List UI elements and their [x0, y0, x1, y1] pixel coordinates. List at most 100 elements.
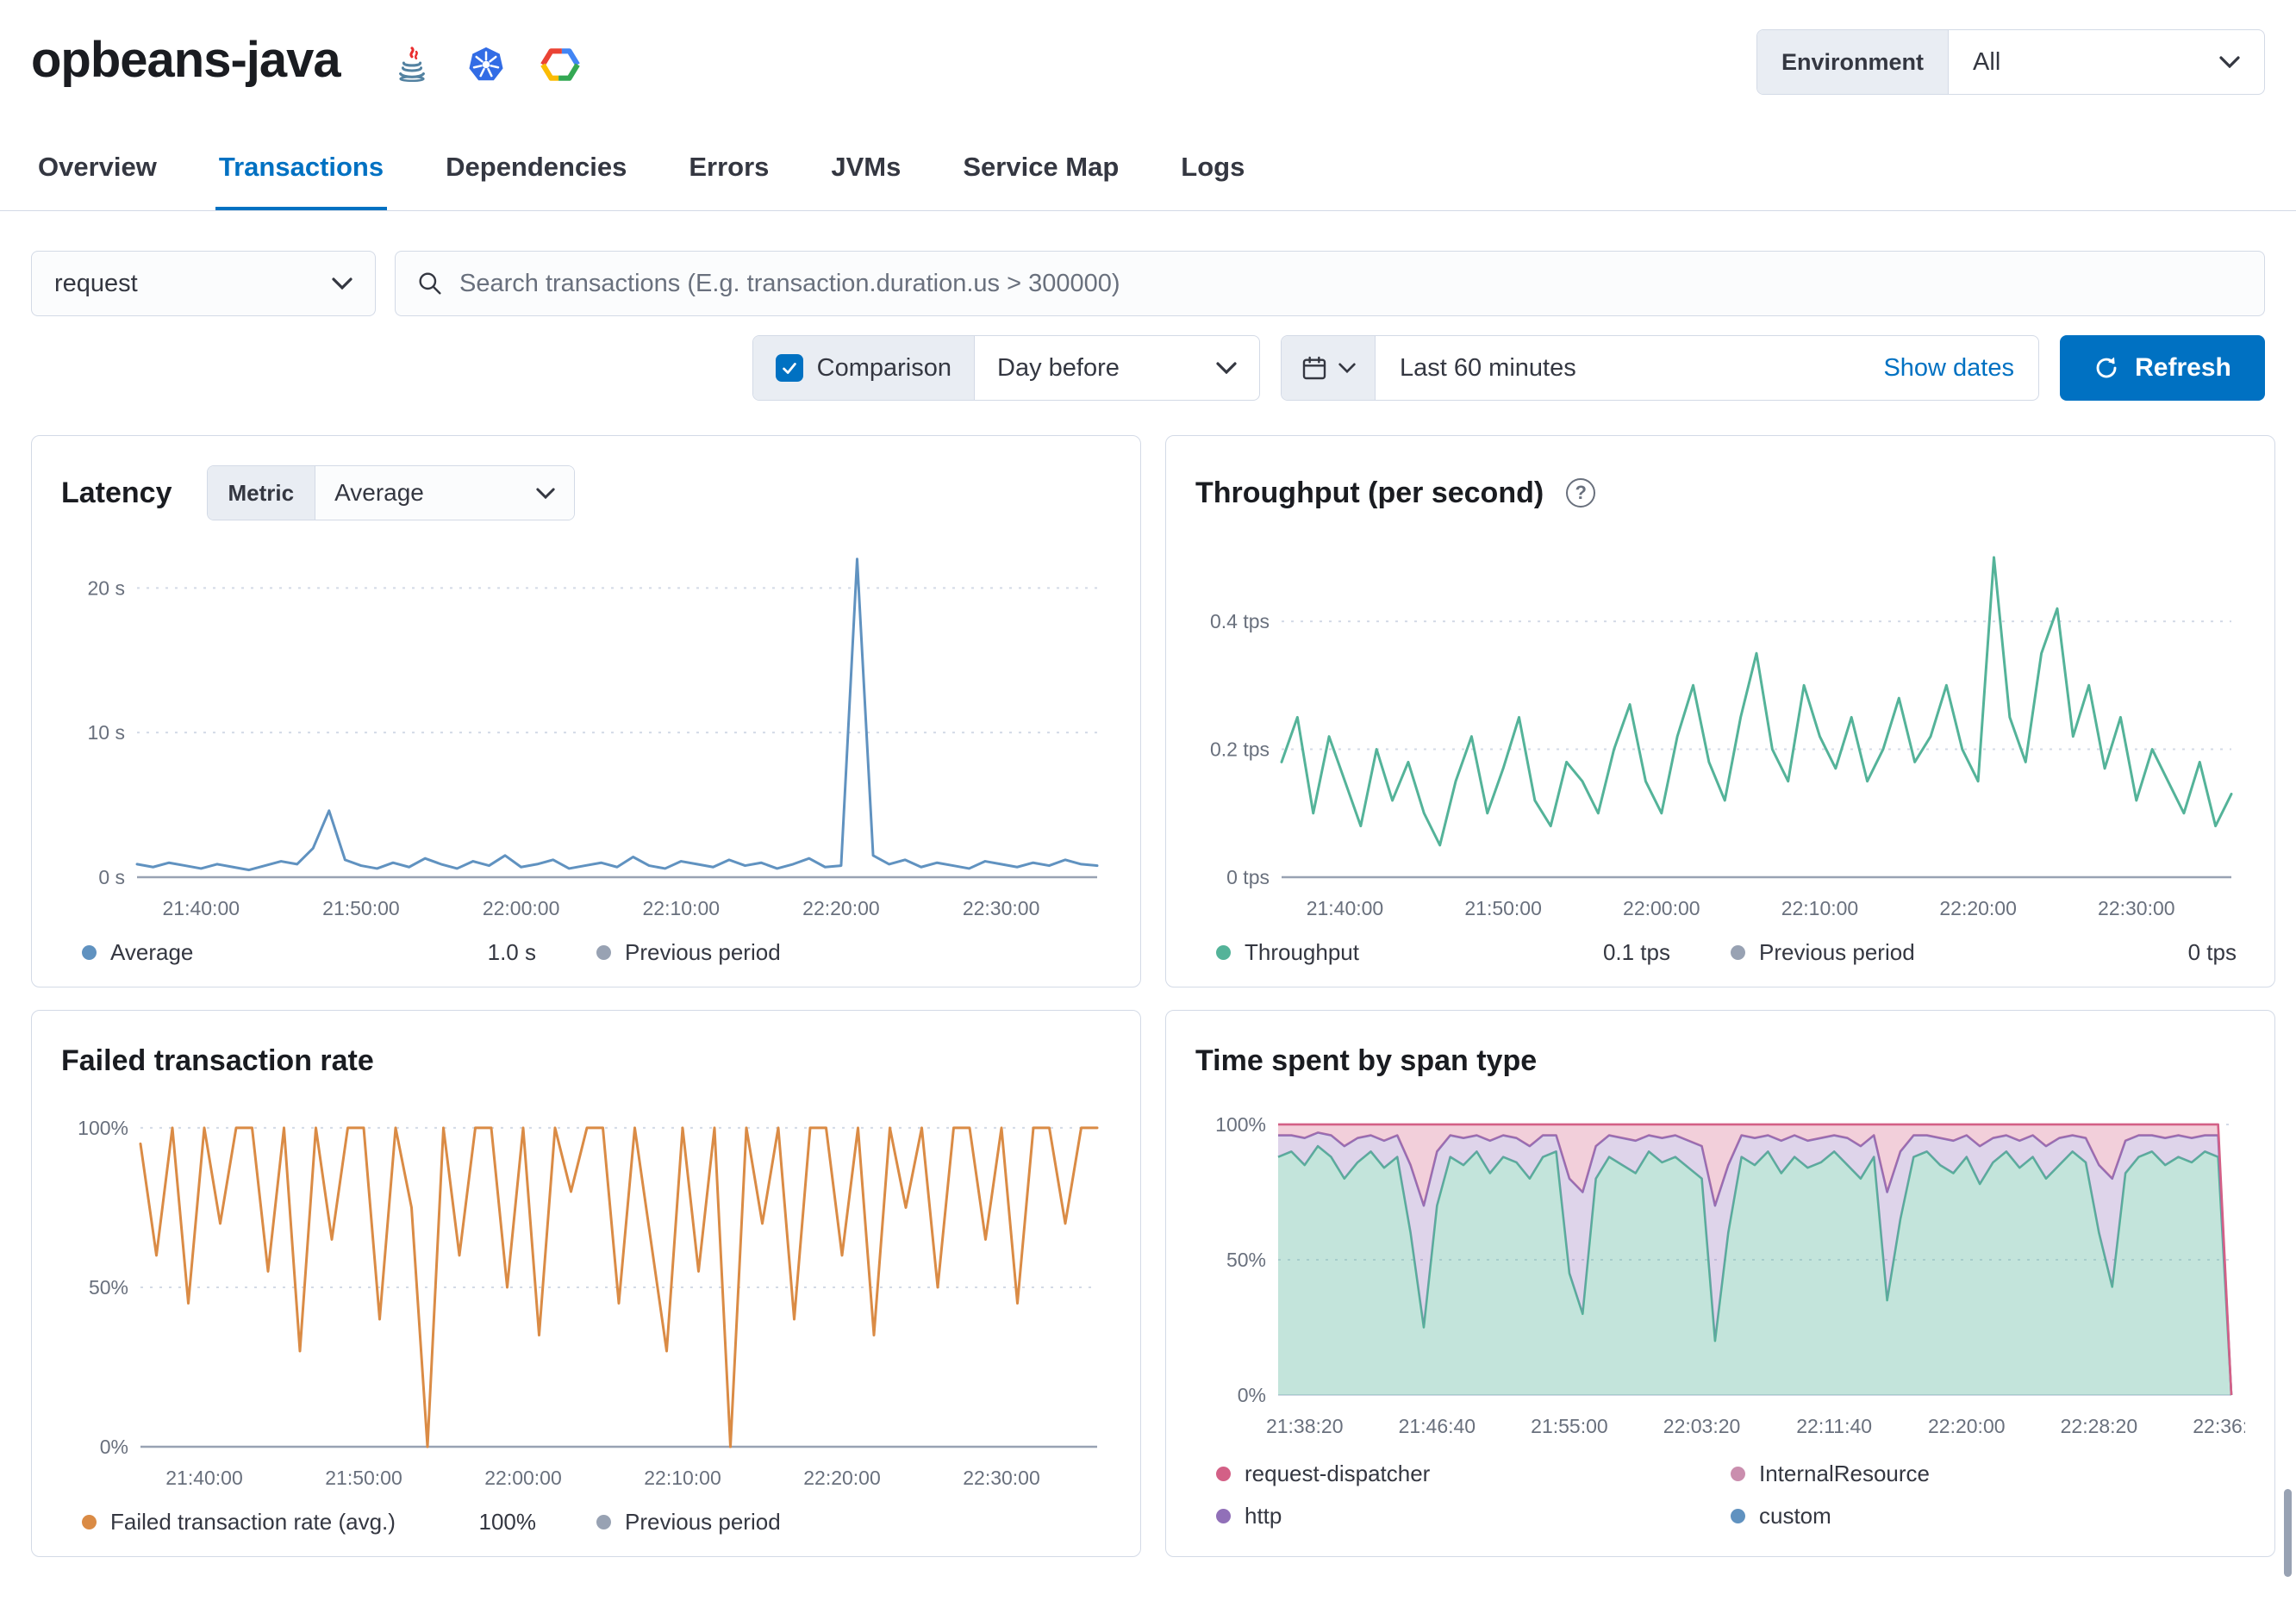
latency-chart[interactable]: 0 s 10 s 20 s 21:40:00 21:50:00 22:00:00 22:10…	[61, 529, 1111, 925]
tab-errors[interactable]: Errors	[689, 152, 770, 182]
service-header: opbeans-java	[0, 0, 2296, 95]
svg-text:0%: 0%	[1238, 1384, 1266, 1406]
legend-item-previous-period[interactable]: Previous period	[596, 939, 1111, 966]
environment-filter: Environment All	[1756, 29, 2265, 95]
chevron-down-icon	[332, 277, 353, 290]
agent-icons	[392, 45, 580, 84]
svg-text:20 s: 20 s	[88, 576, 125, 599]
metric-label: Metric	[207, 466, 316, 520]
svg-text:22:20:00: 22:20:00	[1939, 897, 2017, 919]
environment-select[interactable]: All	[1949, 30, 2264, 94]
span-type-chart[interactable]: 0% 50% 100% 21:38:20 21:46:40 21:55:00 22:03:2…	[1195, 1090, 2245, 1443]
chevron-down-icon	[1216, 362, 1237, 374]
span-type-panel: Time spent by span type 0% 50% 100% 21:38:2…	[1165, 1010, 2275, 1557]
legend-dot	[596, 1515, 611, 1529]
svg-text:22:36:40: 22:36:40	[2193, 1415, 2245, 1437]
comparison-group: Comparison Day before	[752, 335, 1260, 401]
legend-item-failed-rate[interactable]: Failed transaction rate (avg.) 100%	[82, 1509, 596, 1536]
latency-panel: Latency Metric Average 0 s 10 s 20 s 21:40:…	[31, 435, 1141, 987]
legend-item-throughput[interactable]: Throughput 0.1 tps	[1216, 939, 1731, 966]
time-range-label: Last 60 minutes	[1400, 353, 1576, 382]
legend-dot	[1731, 1467, 1745, 1481]
legend-dot	[1216, 945, 1231, 960]
tab-transactions[interactable]: Transactions	[215, 133, 388, 210]
svg-text:0.2 tps: 0.2 tps	[1210, 738, 1270, 761]
refresh-icon	[2096, 357, 2117, 378]
throughput-title: Throughput (per second)	[1195, 476, 1544, 509]
time-controls: Comparison Day before Last 60 minutes Sh…	[0, 335, 2296, 401]
calendar-icon	[1302, 356, 1326, 380]
legend-dot	[1731, 1509, 1745, 1523]
comparison-checkbox[interactable]	[775, 354, 803, 382]
legend-item-average[interactable]: Average 1.0 s	[82, 939, 596, 966]
charts-grid: Latency Metric Average 0 s 10 s 20 s 21:40:…	[0, 435, 2296, 1557]
legend-dot	[82, 945, 97, 960]
tab-jvms[interactable]: JVMs	[831, 152, 902, 182]
legend-item-request-dispatcher[interactable]: request-dispatcher	[1216, 1461, 1731, 1487]
page-title: opbeans-java	[31, 32, 341, 88]
throughput-panel: Throughput (per second) 0 tps 0.2 tps 0.4 …	[1165, 435, 2275, 987]
svg-text:22:00:00: 22:00:00	[483, 897, 560, 919]
search-input[interactable]	[459, 269, 2243, 298]
svg-text:22:10:00: 22:10:00	[644, 1467, 721, 1489]
metric-select[interactable]: Average	[315, 466, 575, 520]
svg-text:22:20:00: 22:20:00	[802, 897, 880, 919]
throughput-chart[interactable]: 0 tps 0.2 tps 0.4 tps 21:40:00 21:50:00 22:00…	[1195, 529, 2245, 925]
svg-text:50%: 50%	[1226, 1249, 1266, 1271]
help-icon[interactable]	[1566, 478, 1596, 508]
svg-text:22:30:00: 22:30:00	[963, 897, 1040, 919]
failed-rate-legend: Failed transaction rate (avg.) 100% Prev…	[61, 1509, 1111, 1536]
legend-dot	[1731, 945, 1745, 960]
legend-dot	[1216, 1509, 1231, 1523]
svg-text:22:30:00: 22:30:00	[963, 1467, 1040, 1489]
svg-text:22:00:00: 22:00:00	[484, 1467, 562, 1489]
check-icon	[782, 363, 796, 374]
svg-text:21:40:00: 21:40:00	[1307, 897, 1384, 919]
svg-text:22:28:20: 22:28:20	[2061, 1415, 2138, 1437]
svg-text:22:03:20: 22:03:20	[1663, 1415, 1741, 1437]
environment-label: Environment	[1757, 30, 1950, 94]
svg-text:10 s: 10 s	[88, 721, 125, 744]
svg-text:22:20:00: 22:20:00	[1928, 1415, 2006, 1437]
svg-text:21:55:00: 21:55:00	[1531, 1415, 1608, 1437]
tab-service-map[interactable]: Service Map	[963, 152, 1120, 182]
legend-item-custom[interactable]: custom	[1731, 1503, 2245, 1529]
svg-text:0 tps: 0 tps	[1226, 866, 1270, 888]
search-icon	[419, 272, 441, 295]
gcp-icon	[540, 45, 580, 84]
svg-text:21:50:00: 21:50:00	[322, 897, 400, 919]
transaction-type-value: request	[54, 269, 138, 297]
svg-text:21:38:20: 21:38:20	[1266, 1415, 1344, 1437]
legend-dot	[82, 1515, 97, 1529]
svg-text:21:40:00: 21:40:00	[165, 1467, 243, 1489]
failed-rate-title: Failed transaction rate	[61, 1043, 374, 1077]
show-dates-link[interactable]: Show dates	[1883, 353, 2014, 382]
svg-text:22:00:00: 22:00:00	[1623, 897, 1700, 919]
tab-logs[interactable]: Logs	[1181, 152, 1245, 182]
date-picker-toggle[interactable]	[1282, 336, 1376, 400]
svg-text:21:40:00: 21:40:00	[163, 897, 240, 919]
tab-overview[interactable]: Overview	[38, 152, 157, 182]
latency-legend: Average 1.0 s Previous period	[61, 939, 1111, 966]
legend-item-internal-resource[interactable]: InternalResource	[1731, 1461, 2245, 1487]
environment-value: All	[1973, 47, 2001, 76]
legend-dot	[596, 945, 611, 960]
transaction-type-select[interactable]: request	[31, 251, 376, 316]
comparison-value: Day before	[997, 353, 1120, 382]
svg-text:22:10:00: 22:10:00	[643, 897, 721, 919]
svg-text:21:46:40: 21:46:40	[1399, 1415, 1476, 1437]
svg-text:22:30:00: 22:30:00	[2098, 897, 2175, 919]
date-picker-range[interactable]: Last 60 minutes Show dates	[1376, 336, 2038, 400]
tab-dependencies[interactable]: Dependencies	[446, 152, 627, 182]
svg-text:21:50:00: 21:50:00	[1464, 897, 1542, 919]
span-type-title: Time spent by span type	[1195, 1043, 1538, 1077]
refresh-button[interactable]: Refresh	[2060, 335, 2265, 401]
failed-rate-chart[interactable]: 0% 50% 100% 21:40:00 21:50:00 22:00:00 22:10:0…	[61, 1090, 1111, 1495]
legend-item-previous-period[interactable]: Previous period	[596, 1509, 1111, 1536]
java-icon	[392, 45, 432, 84]
scrollbar[interactable]	[2284, 1489, 2292, 1577]
comparison-select[interactable]: Day before	[975, 336, 1259, 400]
legend-item-http[interactable]: http	[1216, 1503, 1731, 1529]
legend-item-previous-period[interactable]: Previous period 0 tps	[1731, 939, 2245, 966]
transaction-search	[395, 251, 2265, 316]
